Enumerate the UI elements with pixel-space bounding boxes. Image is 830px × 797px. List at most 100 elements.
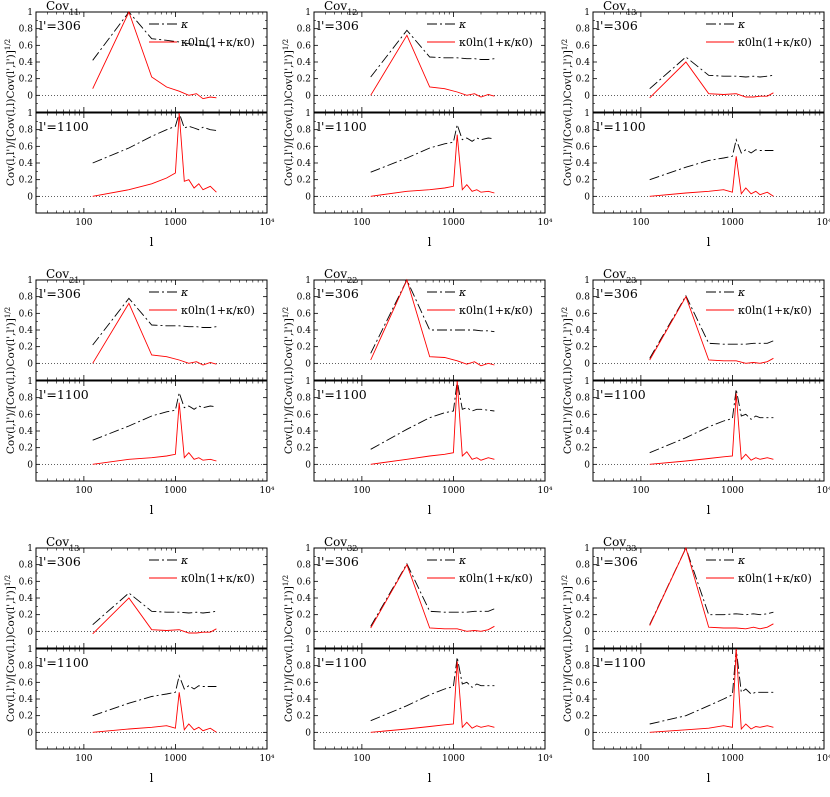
y-tick-label: 1 [27,377,33,387]
series-log-line [649,295,774,364]
y-tick-label: 1 [27,109,33,119]
series-log-line [370,661,495,733]
panel-top: 0 0.2 0.4 0.6 0.8 1 l'=306 κ κ0ln(1+κ/κ0) [297,8,546,113]
series-kappa-line [370,657,495,722]
x-tick-label: 10⁴ [537,754,552,764]
subplot-title-main: Cov [324,535,347,549]
lprime-label: l'=1100 [39,387,89,402]
subplot-6: Cov23Cov(l,l')/[Cov(l,l)Cov(l',l')]1/200… [561,267,830,517]
y-tick-label: 0.4 [297,58,312,68]
legend-kappa-label: κ [458,554,467,567]
subplot-title-main: Cov [46,267,69,281]
lprime-label: l'=1100 [596,387,646,402]
y-tick-label: 1 [305,377,311,387]
panel-bottom: 0 0.2 0.4 0.6 0.8 1 l'=1100 [19,109,268,214]
subplot-title: Cov13 [603,0,636,17]
panel-bottom: 0 0.2 0.4 0.6 0.8 1 l'=1100 [297,377,546,482]
subplot-5: Cov22Cov(l,l')/[Cov(l,l)Cov(l',l')]1/200… [282,267,553,517]
lprime-label: l'=1100 [39,119,89,134]
y-tick-label: 0.4 [19,594,34,604]
y-tick-label: 0.6 [297,678,312,688]
y-tick-label: 0.8 [19,25,34,35]
lprime-label: l'=306 [596,18,638,33]
y-tick-label: 0.2 [297,75,311,85]
x-axis-label: l [707,771,711,785]
y-tick-label: 0.8 [576,293,591,303]
legend-log-label: κ0ln(1+κ/κ0) [459,304,533,317]
subplot-2: Cov12Cov(l,l')/[Cov(l,l)Cov(l',l')]1/200… [282,0,553,249]
x-tick-label: 1000 [164,754,187,764]
subplot-title: Cov22 [324,267,357,285]
subplot-title: Cov21 [46,267,79,285]
legend-kappa-label: κ [737,554,746,567]
lprime-label: l'=306 [39,286,81,301]
x-tick-label: 100 [353,218,370,228]
legend-log-label: κ0ln(1+κ/κ0) [181,572,255,585]
series-log-line [92,692,217,733]
y-tick-label: 1 [27,544,33,554]
series-kappa-line [649,546,774,625]
lprime-label: l'=306 [317,554,359,569]
y-tick-label: 0.6 [576,309,591,319]
y-tick-label: 0.6 [19,309,34,319]
subplot-title: Cov23 [603,267,636,285]
y-tick-label: 1 [584,377,590,387]
y-axis-label: Cov(l,l')/[Cov(l,l)Cov(l',l')]1/2 [4,307,17,454]
series-log-line [370,380,495,465]
lprime-label: l'=306 [596,286,638,301]
series-kappa-line [649,138,774,181]
x-axis-label: l [428,503,432,517]
panel-top: 0 0.2 0.4 0.6 0.8 1 l'=306 κ κ0ln(1+κ/κ0) [19,276,268,381]
y-tick-label: 0.2 [576,176,590,186]
y-tick-label: 0 [305,91,311,101]
y-axis-label: Cov(l,l')/[Cov(l,l)Cov(l',l')]1/2 [282,307,295,454]
subplot-title: Cov12 [324,0,357,17]
y-axis-label-main: Cov(l,l')/[Cov(l,l)Cov(l',l')] [5,50,17,186]
legend-log-label: κ0ln(1+κ/κ0) [181,36,255,49]
x-tick-label: 1000 [721,486,744,496]
lprime-label: l'=306 [39,554,81,569]
y-tick-label: 1 [27,8,33,18]
y-tick-label: 1 [27,276,33,286]
y-tick-label: 0.2 [19,712,33,722]
series-kappa-line [92,592,217,626]
y-tick-label: 0.8 [19,394,34,404]
y-tick-label: 0.6 [297,142,312,152]
y-tick-label: 0.6 [576,142,591,152]
lprime-label: l'=1100 [317,387,367,402]
lprime-label: l'=1100 [317,119,367,134]
y-tick-label: 0.8 [19,293,34,303]
y-axis-label-main: Cov(l,l')/[Cov(l,l)Cov(l',l')] [562,318,574,454]
x-axis-label: l [428,771,432,785]
y-tick-label: 0.8 [297,662,312,672]
legend-kappa-label: κ [180,18,189,31]
y-tick-label: 0 [584,627,590,637]
y-tick-label: 0.6 [297,410,312,420]
y-tick-label: 0.8 [576,394,591,404]
y-tick-label: 1 [305,645,311,655]
series-kappa-line [92,297,217,346]
y-tick-label: 0.2 [297,343,311,353]
x-axis-label: l [428,235,432,249]
y-tick-label: 0.2 [576,75,590,85]
y-tick-label: 0.8 [576,561,591,571]
y-tick-label: 0.6 [19,41,34,51]
lprime-label: l'=1100 [596,119,646,134]
y-axis-label-sup: 1/2 [561,575,569,586]
y-tick-label: 1 [27,645,33,655]
y-tick-label: 1 [305,544,311,554]
x-axis-label: l [150,235,154,249]
y-tick-label: 0.6 [19,678,34,688]
y-axis-label: Cov(l,l')/[Cov(l,l)Cov(l',l')]1/2 [4,39,17,186]
y-tick-label: 0.8 [297,394,312,404]
y-tick-label: 0.4 [19,427,34,437]
lprime-label: l'=1100 [317,655,367,670]
legend-log-label: κ0ln(1+κ/κ0) [459,36,533,49]
y-tick-label: 0.6 [19,577,34,587]
y-tick-label: 0.2 [576,611,590,621]
y-tick-label: 0 [27,627,33,637]
panel-bottom: 0 0.2 0.4 0.6 0.8 1 l'=1100 [19,377,268,482]
legend-log-label: κ0ln(1+κ/κ0) [738,36,812,49]
series-log-line [92,402,217,465]
